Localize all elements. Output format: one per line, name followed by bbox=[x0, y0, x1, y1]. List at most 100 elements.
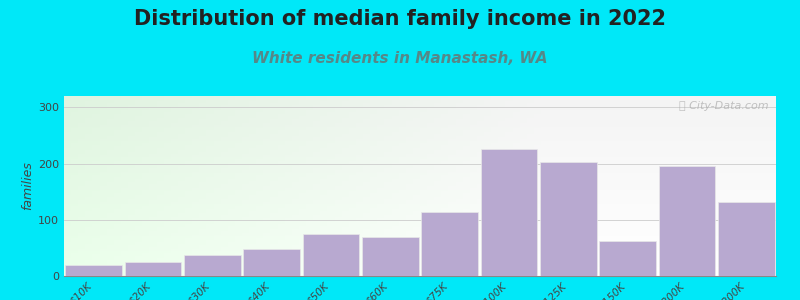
Bar bbox=[676, 263, 683, 265]
Bar bbox=[342, 141, 349, 143]
Bar bbox=[420, 145, 427, 146]
Bar bbox=[641, 202, 648, 204]
Bar bbox=[263, 274, 270, 276]
Bar bbox=[391, 263, 398, 265]
Bar bbox=[278, 202, 285, 204]
Bar bbox=[726, 96, 734, 98]
Bar bbox=[185, 193, 192, 195]
Bar bbox=[619, 260, 626, 262]
Bar bbox=[591, 263, 598, 265]
Bar bbox=[506, 98, 513, 100]
Bar bbox=[327, 235, 334, 236]
Bar bbox=[135, 148, 142, 150]
Bar bbox=[221, 204, 228, 206]
Bar bbox=[313, 256, 320, 258]
Bar bbox=[185, 271, 192, 272]
Bar bbox=[121, 127, 128, 128]
Bar bbox=[285, 119, 292, 121]
Bar bbox=[78, 253, 86, 254]
Bar bbox=[526, 240, 534, 242]
Bar bbox=[420, 155, 427, 157]
Bar bbox=[292, 159, 299, 161]
Bar bbox=[591, 247, 598, 249]
Bar bbox=[690, 128, 698, 130]
Bar bbox=[477, 200, 484, 202]
Bar bbox=[99, 100, 106, 101]
Bar bbox=[541, 170, 548, 172]
Bar bbox=[676, 204, 683, 206]
Bar bbox=[655, 244, 662, 245]
Bar bbox=[676, 256, 683, 258]
Bar bbox=[391, 145, 398, 146]
Bar bbox=[327, 213, 334, 215]
Bar bbox=[185, 128, 192, 130]
Bar bbox=[491, 96, 498, 98]
Bar bbox=[491, 238, 498, 240]
Bar bbox=[342, 101, 349, 103]
Bar bbox=[349, 152, 356, 154]
Bar bbox=[192, 251, 199, 253]
Bar bbox=[513, 101, 520, 103]
Bar bbox=[270, 218, 278, 220]
Bar bbox=[484, 132, 491, 134]
Bar bbox=[570, 145, 577, 146]
Bar bbox=[391, 100, 398, 101]
Bar bbox=[449, 127, 456, 128]
Bar bbox=[754, 100, 762, 101]
Bar bbox=[477, 150, 484, 152]
Bar bbox=[420, 128, 427, 130]
Bar bbox=[541, 152, 548, 154]
Bar bbox=[762, 179, 769, 181]
Bar bbox=[249, 202, 256, 204]
Bar bbox=[534, 105, 541, 107]
Bar bbox=[648, 123, 655, 125]
Bar bbox=[384, 256, 391, 258]
Bar bbox=[221, 128, 228, 130]
Bar bbox=[506, 220, 513, 222]
Bar bbox=[157, 182, 164, 184]
Bar bbox=[99, 179, 106, 181]
Bar bbox=[128, 179, 135, 181]
Bar bbox=[249, 188, 256, 190]
Bar bbox=[413, 209, 420, 211]
Bar bbox=[462, 215, 470, 217]
Bar bbox=[263, 143, 270, 145]
Bar bbox=[442, 114, 449, 116]
Bar bbox=[214, 173, 221, 175]
Bar bbox=[327, 215, 334, 217]
Bar bbox=[128, 172, 135, 173]
Bar bbox=[327, 132, 334, 134]
Bar bbox=[192, 109, 199, 110]
Bar bbox=[327, 231, 334, 233]
Bar bbox=[114, 245, 121, 247]
Bar bbox=[449, 202, 456, 204]
Bar bbox=[605, 150, 612, 152]
Bar bbox=[235, 145, 242, 146]
Bar bbox=[570, 197, 577, 199]
Bar bbox=[299, 100, 306, 101]
Bar bbox=[121, 244, 128, 245]
Bar bbox=[64, 193, 71, 195]
Bar bbox=[363, 168, 370, 170]
Bar bbox=[342, 121, 349, 123]
Bar bbox=[178, 100, 185, 101]
Bar bbox=[548, 244, 555, 245]
Bar bbox=[541, 253, 548, 254]
Bar bbox=[93, 222, 99, 224]
Bar bbox=[577, 240, 584, 242]
Bar bbox=[391, 112, 398, 114]
Bar bbox=[185, 105, 192, 107]
Bar bbox=[612, 195, 619, 197]
Bar bbox=[64, 155, 71, 157]
Bar bbox=[570, 215, 577, 217]
Bar bbox=[106, 265, 114, 267]
Bar bbox=[206, 231, 214, 233]
Bar bbox=[719, 130, 726, 132]
Bar bbox=[612, 112, 619, 114]
Bar bbox=[477, 271, 484, 272]
Bar bbox=[86, 114, 93, 116]
Bar bbox=[170, 139, 178, 141]
Bar bbox=[648, 157, 655, 159]
Bar bbox=[320, 244, 327, 245]
Bar bbox=[406, 240, 413, 242]
